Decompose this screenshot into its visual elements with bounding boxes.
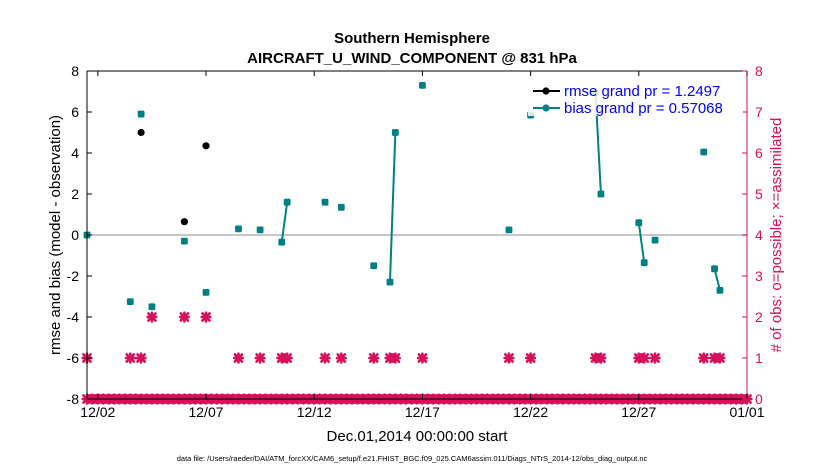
obs-possible-marker <box>698 352 710 364</box>
legend-box <box>528 80 743 116</box>
y2-tick-label: 5 <box>755 186 763 202</box>
x-tick-label: 12/17 <box>405 404 440 420</box>
legend-rmse-marker <box>542 87 550 95</box>
rmse-series <box>137 128 210 226</box>
bias-point <box>180 237 188 245</box>
x-tick-label: 01/01 <box>729 404 764 420</box>
bias-point <box>126 298 134 306</box>
bias-point <box>235 225 242 233</box>
y2-tick-label: 7 <box>755 104 763 120</box>
bias-point <box>278 238 286 246</box>
x-tick-label: 12/27 <box>621 404 656 420</box>
bias-point <box>635 219 643 227</box>
obs-possible-marker <box>714 352 726 364</box>
y-tick-label: -4 <box>67 309 80 325</box>
bias-point <box>256 226 264 234</box>
obs-possible-marker <box>124 352 136 364</box>
x-tick-label: 12/22 <box>513 404 548 420</box>
obs-possible-marker <box>638 352 650 364</box>
y-tick-label: -8 <box>67 391 80 407</box>
bias-point <box>321 198 329 206</box>
y2-tick-label: 2 <box>755 309 763 325</box>
y2-tick-label: 8 <box>755 63 763 79</box>
bias-line-segment <box>280 202 289 243</box>
bias-point <box>137 110 145 118</box>
bias-point <box>386 278 394 286</box>
bias-line-segment <box>388 132 397 283</box>
legend-rmse-text: rmse grand pr = 1.2497 <box>564 83 720 100</box>
obs-possible-marker <box>595 352 607 364</box>
obs-possible-marker <box>232 352 245 364</box>
y2-tick-label: 6 <box>755 145 763 161</box>
x-tick-label: 12/02 <box>80 404 115 420</box>
rmse-point <box>202 142 210 150</box>
y-tick-label: 4 <box>71 145 79 161</box>
y2-axis-ticks: 0 1 2 3 4 5 6 7 8 <box>742 63 763 407</box>
rmse-point <box>137 128 145 137</box>
obs-possible-marker <box>281 352 293 364</box>
bias-point <box>391 129 399 136</box>
obs-possible-marker <box>254 352 266 364</box>
y-tick-label: -2 <box>67 268 80 284</box>
y-tick-label: -6 <box>67 350 80 366</box>
y-axis-label: rmse and bias (model - observation) <box>47 115 64 355</box>
obs-possible-marker <box>503 352 515 364</box>
bias-point <box>419 81 426 89</box>
y2-tick-label: 4 <box>755 227 763 243</box>
obs-possible-marker <box>200 311 212 323</box>
y2-axis-label: # of obs: o=possible; ×=assimilated <box>768 118 785 353</box>
bias-point <box>337 203 345 211</box>
x-axis-ticks: 12/02 12/07 12/12 12/17 12/22 12/27 01/01 <box>80 71 765 420</box>
obs-possible-marker <box>319 352 331 364</box>
bias-point <box>283 198 291 206</box>
obs-possible-marker <box>135 352 147 364</box>
chart-subtitle: AIRCRAFT_U_WIND_COMPONENT @ 831 hPa <box>247 50 577 67</box>
y2-tick-label: 0 <box>755 391 763 407</box>
bias-point <box>148 303 156 311</box>
footnote: data file: /Users/raeder/DAI/ATM_forcXX/… <box>177 454 648 463</box>
chart-title: Southern Hemisphere <box>334 30 490 47</box>
y-axis-ticks: -8 -6 -4 -2 0 2 4 6 8 <box>67 63 92 407</box>
obs-possible-marker <box>524 352 537 364</box>
obs-possible-marker <box>649 352 661 364</box>
obs-possible-marker <box>389 352 401 364</box>
y2-tick-label: 1 <box>755 350 763 366</box>
y-tick-label: 2 <box>71 186 79 202</box>
bias-point <box>651 236 659 244</box>
y-tick-label: 6 <box>71 104 79 120</box>
legend-bias-marker <box>542 104 550 112</box>
y-tick-label: 0 <box>71 227 79 243</box>
obs-possible-marker <box>335 352 347 364</box>
bias-point <box>597 190 605 198</box>
bias-line-segment <box>713 268 721 291</box>
rmse-point <box>180 218 188 226</box>
bias-point <box>370 262 378 270</box>
x-axis-label: Dec.01,2014 00:00:00 start <box>327 428 509 445</box>
x-tick-label: 12/12 <box>297 404 332 420</box>
bias-point <box>505 226 513 234</box>
y-tick-label: 8 <box>71 63 79 79</box>
obs-possible-marker <box>416 352 429 364</box>
legend: rmse grand pr = 1.2497 bias grand pr = 0… <box>528 80 743 117</box>
obs-possible-marker <box>368 352 380 364</box>
bias-point <box>640 259 648 267</box>
bias-point <box>716 286 724 294</box>
bias-point <box>700 148 708 156</box>
bias-point <box>711 265 718 273</box>
y2-tick-label: 3 <box>755 268 763 284</box>
x-tick-label: 12/07 <box>188 404 223 420</box>
obs-possible-marker <box>178 311 190 323</box>
obs-possible-marker <box>146 311 158 323</box>
bias-line-segment <box>637 222 646 263</box>
legend-bias-text: bias grand pr = 0.57068 <box>564 100 723 117</box>
bias-point <box>202 289 210 296</box>
